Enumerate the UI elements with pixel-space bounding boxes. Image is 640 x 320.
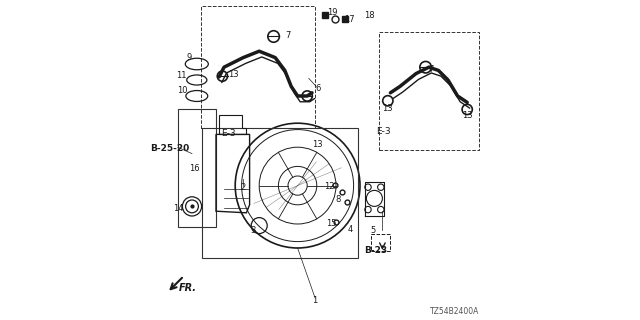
Text: 7: 7 <box>429 65 434 74</box>
Text: 13: 13 <box>312 140 323 148</box>
Text: E-3: E-3 <box>221 129 236 138</box>
Text: FR.: FR. <box>179 283 197 293</box>
Text: 15: 15 <box>326 219 337 228</box>
Text: B-25-20: B-25-20 <box>150 144 190 153</box>
Text: 18: 18 <box>364 11 375 20</box>
Text: 11: 11 <box>177 71 187 80</box>
Text: 12: 12 <box>324 182 334 191</box>
Text: 13: 13 <box>382 104 392 113</box>
Text: 8: 8 <box>336 195 341 204</box>
Text: 17: 17 <box>344 15 355 24</box>
Text: 4: 4 <box>348 225 353 234</box>
Text: 2: 2 <box>240 183 245 192</box>
Text: 9: 9 <box>186 53 191 62</box>
Text: 13: 13 <box>462 111 472 120</box>
Text: 5: 5 <box>370 226 376 235</box>
Text: 13: 13 <box>228 70 238 79</box>
Text: 7: 7 <box>285 31 291 40</box>
Text: 16: 16 <box>189 164 200 172</box>
Text: 19: 19 <box>328 8 338 17</box>
Text: TZ54B2400A: TZ54B2400A <box>429 307 479 316</box>
Text: 14: 14 <box>173 204 184 213</box>
Text: 10: 10 <box>177 86 188 95</box>
Text: 6: 6 <box>316 84 321 92</box>
Text: 1: 1 <box>312 296 318 305</box>
Text: B-23: B-23 <box>364 246 387 255</box>
Text: E-3: E-3 <box>376 127 390 136</box>
Text: 3: 3 <box>250 226 255 235</box>
